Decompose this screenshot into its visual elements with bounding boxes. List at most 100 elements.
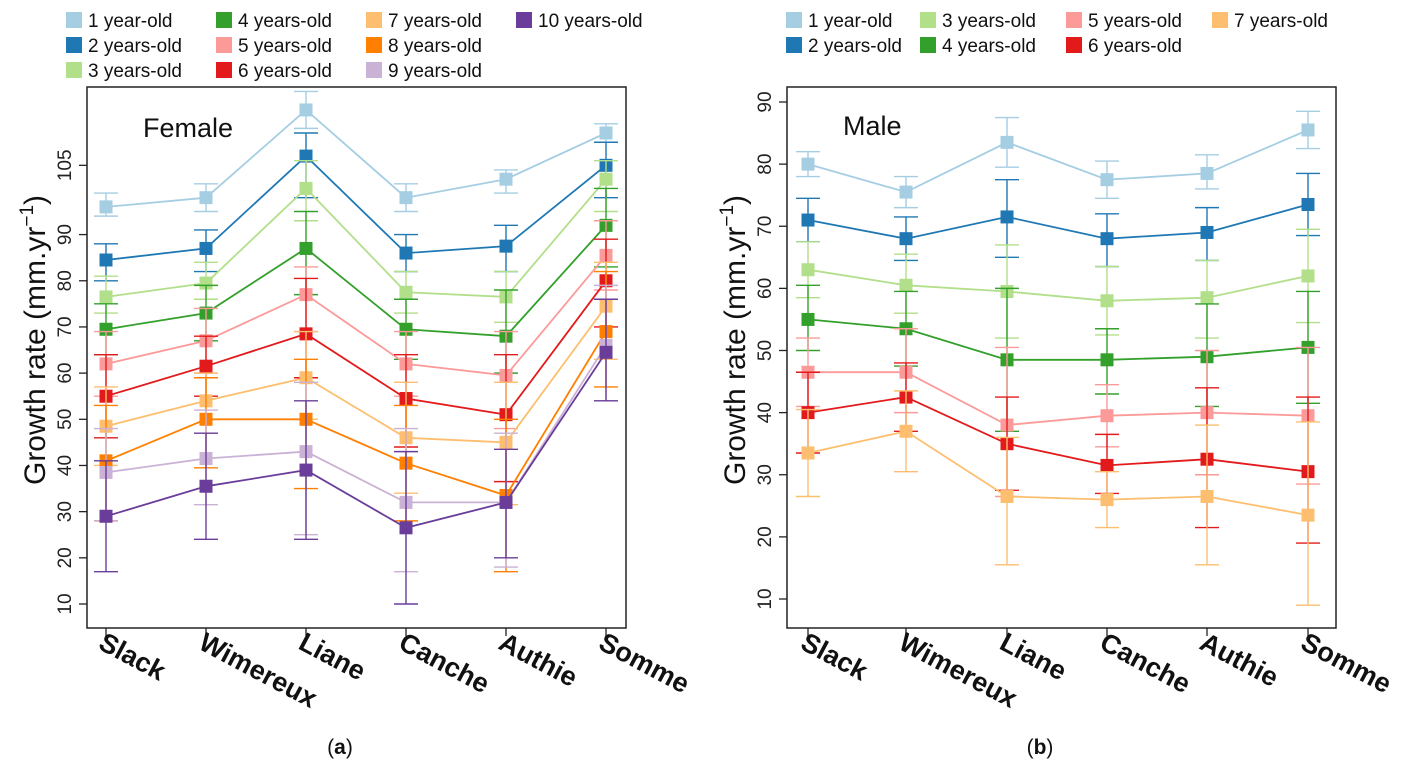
series-3-years-old bbox=[796, 228, 1320, 339]
x-tick-label: Slack bbox=[796, 627, 873, 687]
legend-item-male: 5 years-old bbox=[1066, 11, 1182, 32]
plot-frame-female bbox=[86, 86, 627, 629]
data-point bbox=[399, 246, 413, 260]
legend-item-female: 1 year-old bbox=[66, 11, 173, 32]
data-point bbox=[599, 126, 613, 140]
caption-b: (b) bbox=[1027, 736, 1054, 759]
y-axis-label-sup-female: −1 bbox=[17, 205, 38, 227]
series-line bbox=[105, 254, 607, 377]
data-point bbox=[1301, 123, 1315, 137]
y-tick-label: 30 bbox=[755, 464, 776, 485]
legend-label: 4 years-old bbox=[238, 11, 332, 32]
data-point bbox=[199, 191, 213, 205]
series-line bbox=[807, 318, 1309, 361]
legend-item-female: 3 years-old bbox=[66, 61, 182, 82]
data-point bbox=[99, 200, 113, 214]
series-line bbox=[807, 129, 1309, 194]
data-point bbox=[299, 241, 313, 255]
data-point bbox=[1100, 294, 1114, 308]
series-10-years-old bbox=[94, 298, 618, 605]
series-1-year-old bbox=[94, 90, 618, 217]
legend-item-female: 9 years-old bbox=[366, 61, 482, 82]
series-line bbox=[105, 108, 607, 208]
legend-item-female: 2 years-old bbox=[66, 36, 182, 57]
data-point bbox=[1100, 173, 1114, 187]
legend-label: 5 years-old bbox=[1088, 11, 1182, 32]
legend-swatch bbox=[1066, 37, 1082, 53]
data-point bbox=[1100, 409, 1114, 423]
legend-swatch bbox=[366, 37, 382, 53]
legend-item-male: 7 years-old bbox=[1212, 11, 1328, 32]
legend-label: 8 years-old bbox=[388, 36, 482, 57]
data-point bbox=[1100, 458, 1114, 472]
data-point bbox=[1100, 353, 1114, 367]
series-line bbox=[105, 344, 607, 504]
series-line bbox=[105, 178, 607, 298]
x-tick-label: Somme bbox=[1296, 627, 1396, 699]
y-tick-label: 105 bbox=[55, 149, 76, 181]
data-point bbox=[1200, 166, 1214, 180]
legend-swatch bbox=[920, 37, 936, 53]
series-4-years-old bbox=[94, 187, 618, 374]
data-point bbox=[1000, 210, 1014, 224]
legend-label: 3 years-old bbox=[88, 61, 182, 82]
series-line bbox=[105, 351, 607, 529]
y-tick-label: 60 bbox=[55, 363, 76, 384]
legend-swatch bbox=[66, 37, 82, 53]
legend-label: 4 years-old bbox=[942, 36, 1036, 57]
data-point bbox=[299, 103, 313, 117]
data-point bbox=[801, 213, 815, 227]
legend-item-female: 10 years-old bbox=[516, 11, 643, 32]
series-female bbox=[94, 90, 618, 605]
plot-frame-male bbox=[786, 86, 1337, 629]
series-line bbox=[808, 371, 1309, 426]
data-point bbox=[1200, 489, 1214, 503]
x-tick-label: Canche bbox=[1095, 627, 1195, 699]
series-line bbox=[105, 224, 607, 338]
legend-swatch bbox=[66, 12, 82, 28]
caption-a-letter: a bbox=[334, 736, 346, 759]
data-point bbox=[199, 241, 213, 255]
data-point bbox=[499, 172, 513, 186]
y-tick-label: 80 bbox=[755, 154, 776, 175]
legend-swatch bbox=[786, 37, 802, 53]
legend-item-female: 6 years-old bbox=[216, 61, 332, 82]
legend-label: 2 years-old bbox=[88, 36, 182, 57]
data-point bbox=[399, 285, 413, 299]
legend-swatch bbox=[216, 62, 232, 78]
y-tick-label: 70 bbox=[755, 216, 776, 237]
y-axis-label-text-male: Growth rate (mm.yr bbox=[719, 227, 752, 485]
legend-swatch bbox=[1066, 12, 1082, 28]
data-point bbox=[499, 495, 513, 509]
data-point bbox=[99, 509, 113, 523]
data-point bbox=[1200, 225, 1214, 239]
data-point bbox=[499, 239, 513, 253]
series-6-years-old bbox=[94, 238, 618, 483]
data-point bbox=[801, 312, 815, 326]
legend-male: 1 year-old 2 years-old 3 years-old 4 years-… bbox=[786, 11, 1328, 57]
legend-item-male: 3 years-old bbox=[920, 11, 1036, 32]
legend-swatch bbox=[516, 12, 532, 28]
series-8-years-old bbox=[94, 270, 618, 573]
caption-a: (a) bbox=[327, 736, 353, 759]
y-axis-label-text-female: Growth rate (mm.yr bbox=[19, 227, 52, 485]
data-point bbox=[399, 521, 413, 535]
y-tick-label: 10 bbox=[55, 593, 76, 614]
series-line bbox=[807, 430, 1309, 516]
legend-label: 1 year-old bbox=[808, 11, 893, 32]
y-axis-female: 10 20 30 40 50 60 70 80 90 105 bbox=[55, 149, 87, 615]
y-tick-label: 30 bbox=[55, 501, 76, 522]
data-point bbox=[899, 185, 913, 199]
data-point bbox=[1100, 232, 1114, 246]
y-tick-label: 10 bbox=[755, 588, 776, 609]
legend-label: 6 years-old bbox=[238, 61, 332, 82]
data-point bbox=[1100, 493, 1114, 507]
legend-label: 6 years-old bbox=[1088, 36, 1182, 57]
data-point bbox=[1000, 135, 1014, 149]
legend-swatch bbox=[366, 62, 382, 78]
legend-swatch bbox=[216, 37, 232, 53]
data-point bbox=[199, 479, 213, 493]
y-tick-label: 40 bbox=[55, 455, 76, 476]
